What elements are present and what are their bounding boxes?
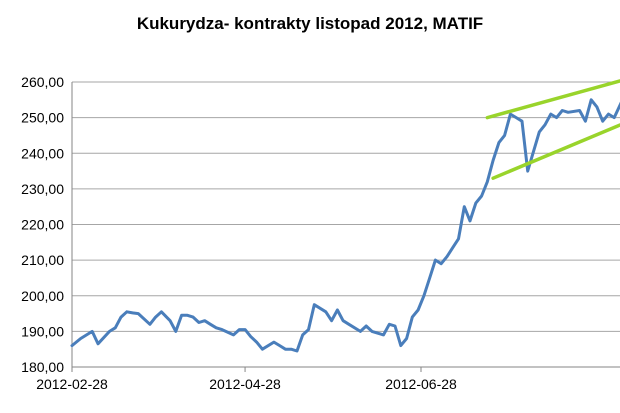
chart-title: Kukurydza- kontrakty listopad 2012, MATI… bbox=[136, 14, 484, 33]
y-tick-label: 190,00 bbox=[21, 323, 64, 339]
y-tick-label: 260,00 bbox=[21, 74, 64, 90]
price-series-line bbox=[70, 98, 620, 353]
y-tick-label: 210,00 bbox=[21, 252, 64, 268]
x-tick-label: 2012-02-28 bbox=[36, 376, 108, 392]
y-tick-label: 180,00 bbox=[21, 359, 64, 375]
y-tick-label: 230,00 bbox=[21, 181, 64, 197]
x-tick-label: 2012-06-28 bbox=[385, 376, 457, 392]
y-tick-label: 200,00 bbox=[21, 288, 64, 304]
y-tick-label: 240,00 bbox=[21, 145, 64, 161]
x-tick-label: 2012-04-28 bbox=[209, 376, 281, 392]
y-tick-label: 220,00 bbox=[21, 217, 64, 233]
y-tick-label: 250,00 bbox=[21, 110, 64, 126]
trend-line bbox=[485, 79, 620, 120]
trend-line bbox=[491, 123, 620, 180]
